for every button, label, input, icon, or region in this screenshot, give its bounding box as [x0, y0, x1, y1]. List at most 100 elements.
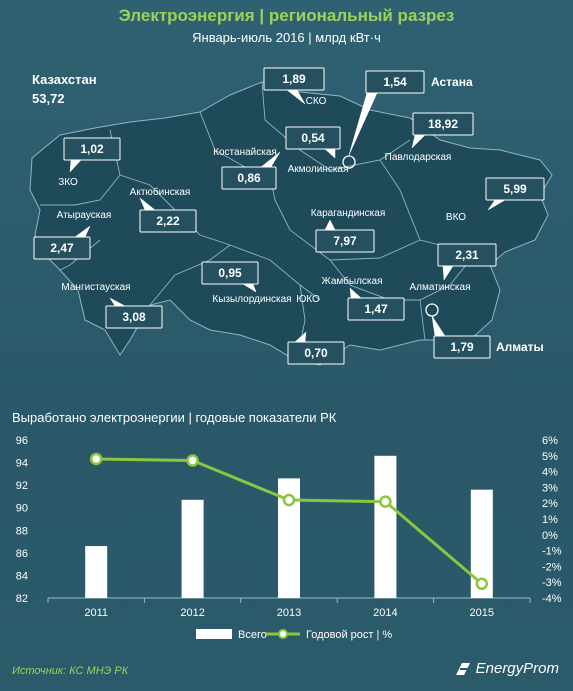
legend-label-total: Всего — [238, 629, 267, 641]
region-value: 2,47 — [50, 241, 74, 255]
y2-tick-label: 2% — [542, 498, 558, 510]
region-name: Астана — [431, 75, 473, 89]
region-name: Алматинская — [410, 282, 471, 293]
x-tick-label: 2014 — [373, 607, 397, 619]
callout-13: 1,47 Жамбылская — [322, 275, 405, 321]
callout-4: 0,86 Костанайская — [213, 147, 281, 190]
chart-legend: Всего Годовой рост | % — [196, 629, 392, 641]
region-value: 1,54 — [383, 75, 407, 89]
source-note: Источник: КС МНЭ РК — [12, 665, 129, 677]
energyprom-logo-icon — [455, 662, 470, 675]
y-tick-label: 86 — [16, 548, 28, 560]
region-value: 0,95 — [218, 266, 242, 280]
growth-point-2015 — [475, 577, 489, 591]
region-value: 0,86 — [237, 171, 261, 185]
region-value: 1,02 — [80, 142, 104, 156]
growth-point-2011 — [89, 452, 103, 466]
region-name: Атырауская — [57, 210, 112, 221]
y2-tick-label: -2% — [542, 561, 562, 573]
region-value: 0,70 — [304, 346, 328, 360]
callout-2: 0,54 Акмолинская — [285, 126, 349, 175]
y-tick-label: 90 — [16, 503, 28, 515]
legend-line-marker — [278, 629, 288, 639]
x-tick-label: 2011 — [84, 607, 108, 619]
region-value: 7,97 — [333, 234, 357, 248]
region-name: ЗКО — [58, 177, 78, 188]
y-tick-label: 82 — [16, 593, 28, 605]
callout-box — [263, 67, 325, 91]
callout-box — [63, 137, 121, 161]
callout-12: 2,31 Алматинская — [410, 243, 497, 293]
callout-box — [201, 261, 259, 285]
y-tick-label: 94 — [16, 458, 28, 470]
growth-point-2013 — [282, 493, 296, 507]
legend-label-growth: Годовой рост | % — [306, 629, 392, 641]
region-value: 0,54 — [301, 131, 325, 145]
region-value: 1,47 — [364, 302, 388, 316]
y2-tick-label: 4% — [542, 467, 558, 479]
region-name: Карагандинская — [311, 208, 386, 219]
x-tick-label: 2012 — [180, 607, 204, 619]
callout-box — [412, 112, 474, 136]
y2-tick-label: 5% — [542, 451, 558, 463]
region-value: 1,89 — [282, 72, 306, 86]
region-value: 18,92 — [428, 117, 458, 131]
region-name: Мангистауская — [61, 282, 130, 293]
y2-tick-label: -4% — [542, 593, 562, 605]
y2-tick-label: 0% — [542, 530, 558, 542]
bar-2012 — [181, 499, 204, 598]
callout-box — [285, 126, 341, 150]
region-name: Кызылординская — [212, 294, 291, 305]
callout-box — [287, 341, 345, 365]
callout-box — [485, 177, 545, 201]
callout-5: 1,02 ЗКО — [58, 137, 121, 188]
region-name: Актюбинская — [130, 186, 191, 198]
y2-tick-label: 3% — [542, 482, 558, 494]
callout-box — [437, 243, 497, 267]
callout-11: 0,95 Кызылординская — [201, 261, 292, 305]
callout-14: 0,70 ЮКО — [287, 294, 345, 365]
region-name: Жамбылская — [322, 275, 383, 287]
y-tick-label: 96 — [16, 435, 28, 447]
y2-tick-label: -1% — [542, 546, 562, 558]
y2-tick-label: 1% — [542, 514, 558, 526]
region-name: ВКО — [446, 212, 466, 223]
callout-box — [315, 229, 375, 253]
callout-10: 3,08 Мангистауская — [61, 282, 163, 329]
map-title: Электроэнергия | региональный разрез — [118, 6, 455, 25]
callout-box — [33, 236, 91, 260]
region-value: 1,79 — [450, 340, 474, 354]
region-name: Костанайская — [213, 147, 277, 158]
region-name: Акмолинская — [288, 164, 349, 175]
region-name: СКО — [306, 96, 327, 107]
bar-2013 — [278, 478, 300, 598]
region-value: 2,31 — [455, 248, 479, 262]
callout-box — [105, 305, 163, 329]
chart-title: Выработано электроэнергии | годовые пока… — [12, 410, 337, 425]
country-label: Казахстан — [32, 72, 97, 87]
y-tick-label: 84 — [16, 570, 28, 582]
bar-2014 — [374, 455, 397, 598]
callout-box — [365, 70, 425, 94]
y-tick-label: 88 — [16, 525, 28, 537]
callout-9: 5,99 ВКО — [446, 177, 545, 223]
callout-box — [433, 335, 491, 359]
region-value: 2,22 — [156, 214, 180, 228]
region-name: ЮКО — [296, 294, 320, 305]
callout-box — [221, 166, 277, 190]
region-borders — [40, 81, 491, 346]
map-subtitle: Январь-июль 2016 | млрд кВт·ч — [192, 30, 381, 45]
legend-bar-swatch — [196, 629, 232, 639]
callout-15: 1,79 Алматы — [431, 315, 544, 359]
country-total-value: 53,72 — [32, 91, 65, 106]
brand-name: EnergyProm — [475, 660, 559, 677]
generation-chart: Выработано электроэнергии | годовые пока… — [12, 410, 562, 641]
x-tick-label: 2013 — [277, 607, 301, 619]
bar-2015 — [470, 489, 493, 598]
y2-tick-label: 6% — [542, 435, 558, 447]
region-value: 3,08 — [122, 310, 146, 324]
